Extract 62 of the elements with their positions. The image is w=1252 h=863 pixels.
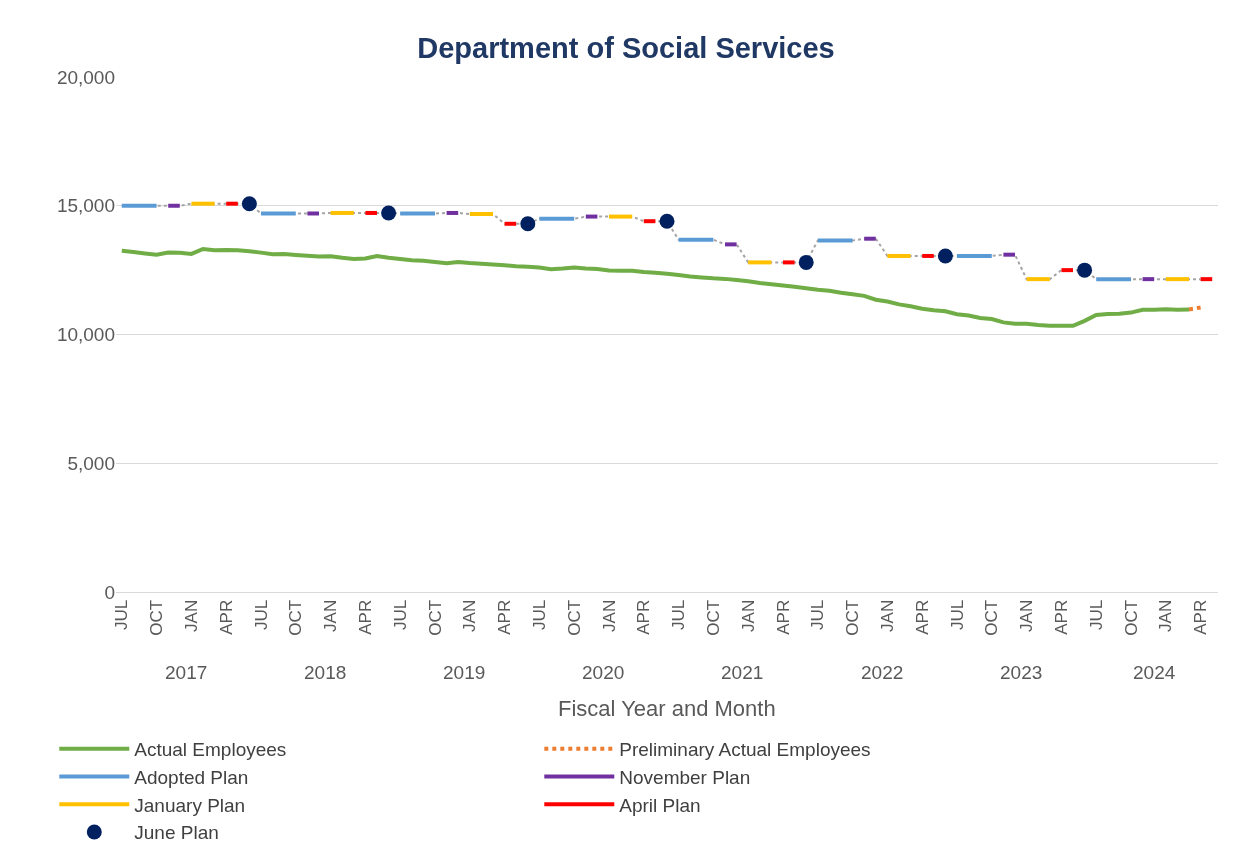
legend-label: Actual Employees — [134, 739, 287, 761]
text: 2019 — [443, 662, 486, 683]
x-tick-label: OCT — [1121, 599, 1141, 636]
point — [659, 213, 675, 229]
legend-label: Adopted Plan — [134, 766, 249, 788]
y-tick-label: 0 — [104, 581, 115, 603]
legend-label: Preliminary Actual Employees — [619, 739, 871, 761]
x-tick-label: JAN — [460, 599, 480, 632]
legend-label: June Plan — [134, 822, 219, 844]
point — [520, 216, 536, 232]
point — [798, 254, 814, 270]
x-tick-label: APR — [634, 599, 654, 635]
x-tick-label: APR — [773, 599, 793, 635]
x-axis-title: Fiscal Year and Month — [558, 696, 776, 721]
legend-label: January Plan — [134, 794, 246, 816]
point — [241, 196, 257, 212]
x-tick-label: JUL — [808, 599, 828, 631]
line-series — [119, 247, 1191, 328]
x-tick-label: APR — [1051, 599, 1071, 635]
x-tick-label: APR — [355, 599, 375, 635]
x-tick-label: JUL — [112, 599, 132, 631]
x-tick-label: APR — [216, 599, 236, 635]
point — [1077, 262, 1093, 278]
x-tick-label: JUL — [947, 599, 967, 631]
y-tick-label: 15,000 — [56, 195, 115, 217]
x-tick-label: JUL — [251, 599, 271, 631]
x-tick-label: OCT — [286, 599, 306, 636]
x-tick-label: JUL — [390, 599, 410, 631]
x-tick-label: JUL — [669, 599, 689, 631]
text: 2022 — [861, 662, 904, 683]
x-tick-label: APR — [1191, 599, 1211, 635]
point — [381, 205, 397, 221]
x-tick-label: OCT — [564, 599, 584, 636]
chart-title: Department of Social Services — [417, 31, 835, 64]
x-tick-label: JUL — [1086, 599, 1106, 631]
text: 2018 — [304, 662, 347, 683]
y-tick-label: 5,000 — [67, 452, 115, 474]
x-tick-label: JAN — [1017, 599, 1037, 632]
x-tick-label: APR — [912, 599, 932, 635]
x-tick-label: JAN — [181, 599, 201, 632]
point — [937, 248, 953, 264]
x-tick-label: OCT — [843, 599, 863, 636]
x-tick-label: JAN — [1156, 599, 1176, 632]
text: 2020 — [582, 662, 625, 683]
x-tick-label: OCT — [147, 599, 167, 636]
legend-label: November Plan — [619, 766, 751, 788]
y-tick-label: 20,000 — [56, 66, 115, 88]
legend-label: April Plan — [619, 794, 701, 816]
x-tick-label: JAN — [877, 599, 897, 632]
x-tick-label: JUL — [529, 599, 549, 631]
x-tick-label: OCT — [425, 599, 445, 636]
text: 2023 — [1000, 662, 1043, 683]
x-tick-label: JAN — [321, 599, 341, 632]
text: 2017 — [165, 662, 208, 683]
x-tick-label: JAN — [738, 599, 758, 632]
text: 2024 — [1133, 662, 1176, 683]
x-tick-label: OCT — [703, 599, 723, 636]
x-tick-label: OCT — [982, 599, 1002, 636]
x-tick-label: JAN — [599, 599, 619, 632]
text: 2021 — [721, 662, 764, 683]
x-tick-label: APR — [495, 599, 515, 635]
y-tick-label: 10,000 — [56, 324, 115, 346]
